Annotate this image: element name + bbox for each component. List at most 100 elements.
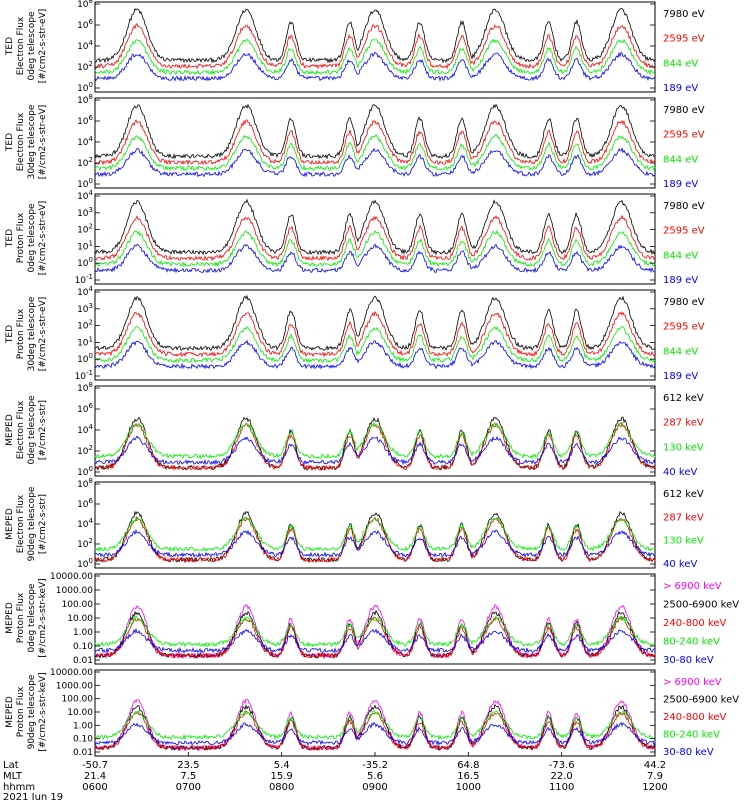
y-tick-label: 104: [77, 189, 93, 202]
series-4-line: [94, 339, 656, 370]
x-hhmm-value: 0600: [82, 782, 107, 793]
y-axis-label-line: TED: [5, 133, 15, 152]
x-lat-value: 5.4: [274, 760, 290, 771]
series-3-line: [94, 38, 656, 76]
panel-8: 10000.00 1000.00 100.00 10.00 1.00 0.10 0.01 ME…: [5, 668, 739, 758]
y-tick-label: 0.10: [73, 735, 93, 745]
y-tick-exponent: 3: [89, 206, 93, 214]
y-tick-label: 100.00: [62, 695, 94, 705]
y-axis-label-line: 0deg telescope: [27, 395, 37, 465]
legend-entry: 7980 eV: [663, 105, 705, 116]
legend-entry: 130 keV: [663, 536, 704, 547]
series-2-line: [94, 22, 656, 70]
y-tick-label: 1000.00: [56, 681, 93, 691]
legend-entry: 40 keV: [663, 467, 697, 478]
y-tick-label: 100.00: [62, 600, 94, 610]
legend-entry: 844 eV: [663, 346, 698, 357]
y-tick-label: 101: [77, 335, 93, 348]
y-axis-label-line: [#/cm2-s-str-eV]: [38, 201, 48, 276]
panel-7: 10000.00 1000.00 100.00 10.00 1.00 0.10 0.01 ME…: [5, 572, 739, 666]
y-tick-label: 101: [77, 239, 93, 252]
y-axis-label-line: 0deg telescope: [27, 11, 37, 81]
y-tick-label: 104: [77, 39, 93, 52]
x-mlt-value: 22.0: [551, 771, 573, 782]
y-axis-label-line: 90deg telescope: [27, 674, 37, 749]
y-tick-label: 104: [77, 285, 93, 298]
y-tick-exponent: 6: [89, 497, 94, 505]
series-1-line: [94, 198, 656, 256]
y-tick-label: 103: [77, 206, 93, 219]
legend-entry: 80-240 keV: [663, 637, 720, 648]
y-tick-label: 1000.00: [56, 586, 93, 596]
y-tick-exponent: 2: [89, 444, 93, 452]
panel-frame: [94, 97, 656, 189]
x-mlt-label: MLT: [3, 771, 23, 782]
x-hhmm-value: 0700: [176, 782, 201, 793]
y-axis-label-line: TED: [5, 229, 15, 248]
y-tick-label: 108: [77, 0, 93, 10]
legend-entry: 189 eV: [663, 371, 698, 382]
y-axis-label-line: MEPED: [5, 414, 15, 446]
y-tick-exponent: -1: [86, 369, 93, 377]
y-tick-label: 104: [77, 517, 93, 530]
y-axis-label-line: Electron Flux: [16, 494, 26, 553]
x-mlt-value: 5.6: [367, 771, 383, 782]
y-tick-exponent: 2: [89, 223, 93, 231]
y-tick-exponent: 1: [89, 335, 93, 343]
x-hhmm-value: 1000: [456, 782, 481, 793]
y-axis-label-line: Electron Flux: [16, 16, 26, 75]
x-hhmm-value: 1100: [549, 782, 574, 793]
panel-4: 104 103 102 101 100 1 0 -1 TED Proton Flux 30deg t…: [5, 285, 705, 382]
series-4-line: [94, 615, 656, 648]
y-tick-exponent: 0: [89, 81, 93, 89]
y-tick-exponent: 4: [89, 285, 94, 293]
y-tick-label: 102: [77, 60, 93, 73]
x-lat-value: -73.6: [549, 760, 575, 771]
y-tick-label: 106: [77, 18, 93, 31]
y-tick-exponent: 8: [89, 0, 93, 5]
y-tick-label: 102: [77, 319, 93, 332]
series-4-line: [94, 51, 656, 82]
y-tick-label: 108: [77, 381, 93, 394]
y-tick-exponent: 4: [89, 135, 94, 143]
y-tick-exponent: 0: [89, 256, 93, 264]
y-tick-exponent: 4: [89, 517, 94, 525]
y-tick-label: 0.10: [73, 642, 93, 652]
y-axis-label-line: TED: [5, 37, 15, 56]
y-axis-label-line: [#/cm2-s-str]: [38, 494, 48, 554]
y-tick-label: 103: [77, 302, 93, 315]
legend-entry: 7980 eV: [663, 201, 705, 212]
legend-entry: 2500-6900 keV: [663, 695, 739, 706]
y-tick-exponent: 2: [89, 537, 93, 545]
legend-entry: 2500-6900 keV: [663, 600, 739, 611]
x-lat-value: 64.8: [457, 760, 479, 771]
series-5-line: [94, 721, 656, 746]
y-tick-label: 106: [77, 497, 93, 510]
x-hhmm-label: hhmm: [3, 782, 35, 793]
series-2-line: [94, 119, 656, 166]
series-1-line: [95, 8, 656, 64]
legend-entry: > 6900 keV: [663, 581, 722, 592]
legend-entry: > 6900 keV: [663, 677, 722, 688]
legend-entry: 189 eV: [663, 83, 698, 94]
y-tick-label: 108: [77, 93, 93, 106]
x-mlt-value: 7.5: [180, 771, 196, 782]
series-2-line: [94, 310, 656, 358]
y-axis-label-line: 30deg telescope: [27, 104, 37, 179]
y-tick-exponent: 4: [89, 189, 94, 197]
y-tick-exponent: 2: [89, 319, 93, 327]
legend-entry: 130 keV: [663, 442, 704, 453]
panel-frame: [94, 193, 656, 285]
y-tick-exponent: 3: [89, 302, 93, 310]
series-4-line: [94, 147, 656, 178]
y-tick-exponent: 6: [89, 18, 94, 26]
series-2-line: [94, 703, 656, 752]
y-tick-exponent: 2: [89, 60, 93, 68]
legend-entry: 189 eV: [663, 179, 698, 190]
date-label: 2021 Jun 19: [3, 792, 63, 800]
y-tick-label: 10.00: [67, 708, 93, 718]
series-4-line: [94, 435, 656, 466]
series-3-line: [94, 229, 656, 268]
y-axis-label-line: MEPED: [5, 696, 15, 728]
